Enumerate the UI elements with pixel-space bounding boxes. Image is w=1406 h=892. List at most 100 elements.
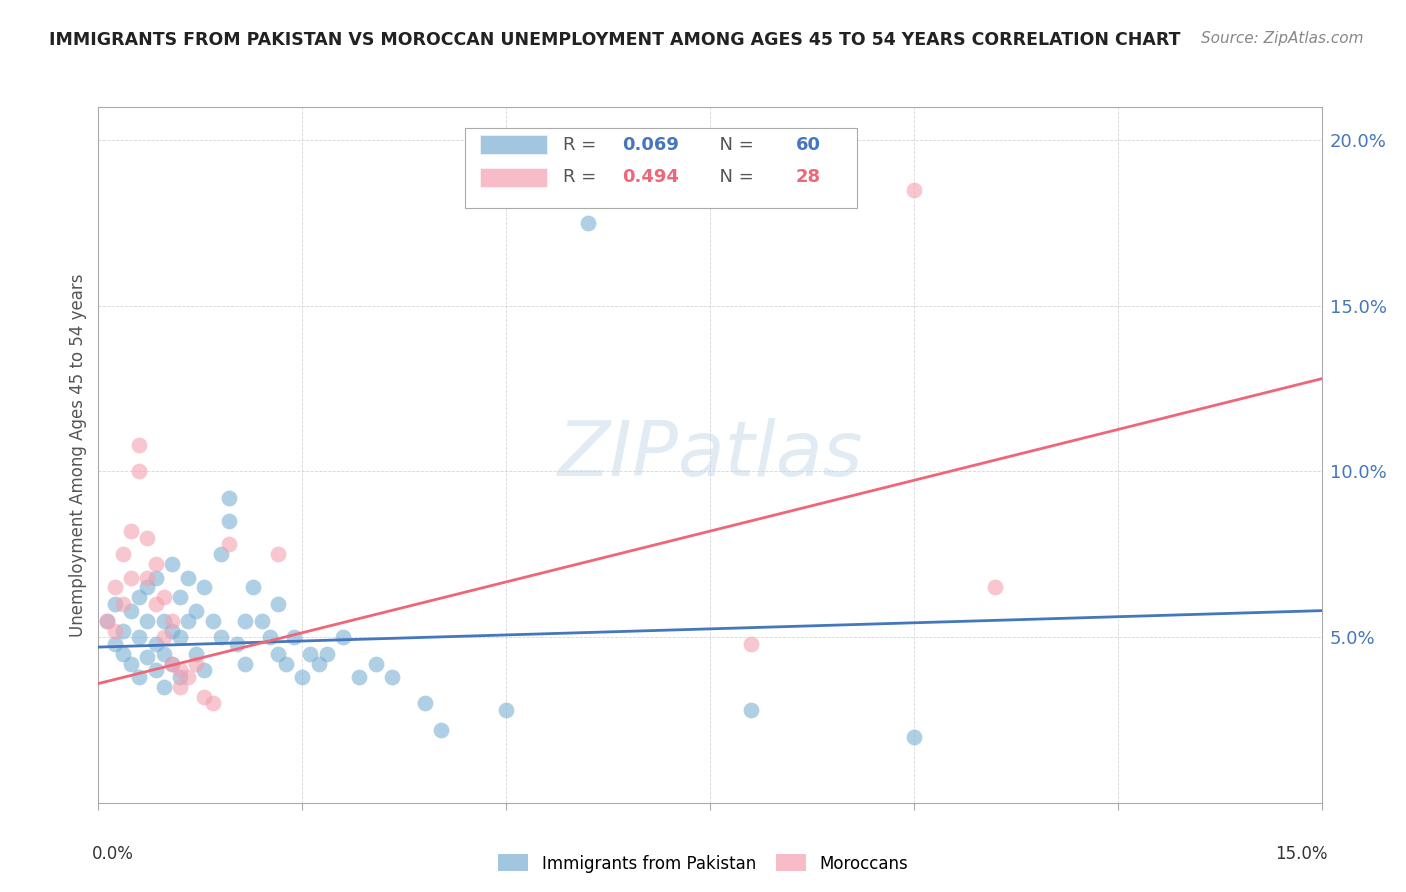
Point <box>430 723 453 737</box>
Point <box>169 663 191 677</box>
Point <box>136 570 159 584</box>
Point <box>111 547 134 561</box>
Point <box>169 591 191 605</box>
Point <box>177 670 200 684</box>
Point <box>128 438 150 452</box>
Point <box>120 604 142 618</box>
Point <box>169 680 191 694</box>
Point <box>145 570 167 584</box>
Point <box>283 630 305 644</box>
Point <box>128 630 150 644</box>
Point <box>160 624 183 638</box>
Point <box>120 657 142 671</box>
Point <box>160 614 183 628</box>
Text: ZIPatlas: ZIPatlas <box>557 418 863 491</box>
Point <box>104 637 127 651</box>
Point <box>96 614 118 628</box>
Point <box>111 647 134 661</box>
Point <box>209 547 232 561</box>
Point <box>120 570 142 584</box>
Point <box>250 614 273 628</box>
Point <box>177 614 200 628</box>
Point <box>903 183 925 197</box>
FancyBboxPatch shape <box>465 128 856 208</box>
Point <box>160 558 183 572</box>
Point <box>218 514 240 528</box>
Point <box>136 614 159 628</box>
Text: Source: ZipAtlas.com: Source: ZipAtlas.com <box>1201 31 1364 46</box>
Point <box>413 697 436 711</box>
Point <box>160 657 183 671</box>
Point <box>169 670 191 684</box>
Point <box>740 637 762 651</box>
Point <box>299 647 322 661</box>
Point <box>152 591 174 605</box>
Point <box>145 637 167 651</box>
Point <box>308 657 330 671</box>
Text: R =: R = <box>564 136 602 153</box>
Point <box>128 465 150 479</box>
Point <box>145 558 167 572</box>
Point <box>218 537 240 551</box>
Point <box>111 624 134 638</box>
Point <box>169 630 191 644</box>
Point <box>495 703 517 717</box>
Point <box>209 630 232 644</box>
Text: 0.069: 0.069 <box>621 136 679 153</box>
Legend: Immigrants from Pakistan, Moroccans: Immigrants from Pakistan, Moroccans <box>492 847 914 880</box>
Point <box>576 216 599 230</box>
Point <box>332 630 354 644</box>
Point <box>193 663 215 677</box>
Point <box>160 657 183 671</box>
Point <box>128 591 150 605</box>
Point <box>104 581 127 595</box>
Text: 28: 28 <box>796 168 821 186</box>
Point <box>201 697 224 711</box>
Point <box>226 637 249 651</box>
Point <box>242 581 264 595</box>
Point <box>128 670 150 684</box>
Text: 60: 60 <box>796 136 821 153</box>
Point <box>186 647 208 661</box>
Point <box>145 663 167 677</box>
Point <box>152 647 174 661</box>
Y-axis label: Unemployment Among Ages 45 to 54 years: Unemployment Among Ages 45 to 54 years <box>69 273 87 637</box>
Point <box>152 614 174 628</box>
Point <box>193 581 215 595</box>
Point <box>259 630 281 644</box>
Text: N =: N = <box>707 168 759 186</box>
Point <box>136 581 159 595</box>
Point <box>740 703 762 717</box>
Point <box>315 647 337 661</box>
Point <box>177 570 200 584</box>
Text: IMMIGRANTS FROM PAKISTAN VS MOROCCAN UNEMPLOYMENT AMONG AGES 45 TO 54 YEARS CORR: IMMIGRANTS FROM PAKISTAN VS MOROCCAN UNE… <box>49 31 1181 49</box>
Text: R =: R = <box>564 168 602 186</box>
Point <box>145 597 167 611</box>
Point <box>201 614 224 628</box>
Point <box>267 547 290 561</box>
FancyBboxPatch shape <box>479 168 547 187</box>
Point <box>233 657 256 671</box>
FancyBboxPatch shape <box>479 135 547 154</box>
Point <box>291 670 314 684</box>
Point <box>267 647 290 661</box>
Point <box>120 524 142 538</box>
Point <box>233 614 256 628</box>
Point <box>136 650 159 665</box>
Point <box>193 690 215 704</box>
Point <box>111 597 134 611</box>
Text: 0.494: 0.494 <box>621 168 679 186</box>
Point <box>274 657 297 671</box>
Point <box>136 531 159 545</box>
Point <box>349 670 371 684</box>
Point <box>381 670 404 684</box>
Point <box>984 581 1007 595</box>
Point <box>903 730 925 744</box>
Point <box>152 630 174 644</box>
Point <box>152 680 174 694</box>
Text: N =: N = <box>707 136 759 153</box>
Point <box>186 657 208 671</box>
Point <box>267 597 290 611</box>
Point <box>96 614 118 628</box>
Point <box>104 624 127 638</box>
